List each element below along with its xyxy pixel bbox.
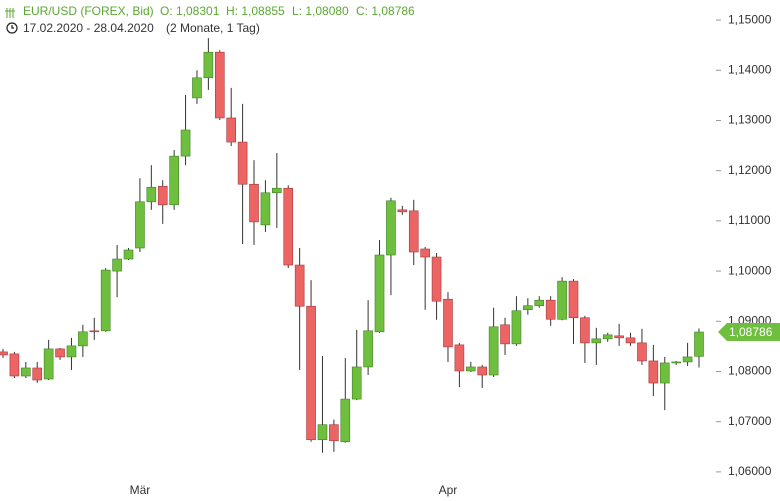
candle-body [443,298,453,348]
candle-body [226,117,236,143]
y-tick-label: 1,11000 [728,213,771,227]
y-tick-label: 1,10000 [728,263,772,277]
candle-body [386,200,396,256]
candle-body [89,330,100,333]
candle-body [511,310,522,345]
candle-body [283,187,294,266]
candle-body [317,424,328,441]
ohlc-label: L: 1,08080 [292,4,349,18]
candle-body [625,337,636,344]
y-tick-label: 1,12000 [728,163,772,177]
candle-body [146,186,157,203]
y-tick-label: 1,13000 [728,113,772,127]
y-tick-label: 1,08000 [728,364,772,378]
candle-body [260,192,271,226]
candle-body [682,356,693,363]
candle-body [100,269,111,332]
x-tick-label: Mär [130,483,151,497]
candle-body [420,248,430,258]
candle-body [648,360,659,384]
candle-body [659,362,670,384]
period: (2 Monate, 1 Tag) [166,21,260,35]
candle-body [272,187,282,194]
symbol-icon [5,8,15,18]
candle-body [169,155,179,206]
candle-body [66,345,77,358]
candle-body [340,398,351,443]
candle-body [306,305,316,441]
candle-body [237,141,248,185]
candle-body [249,183,259,223]
candle-body [351,366,362,400]
candle-body [534,299,545,307]
ohlc-label: O: 1,08301 [160,4,220,18]
y-tick-label: 1,07000 [728,414,772,428]
candle-body [112,258,122,272]
last-price-marker [718,323,780,342]
candle-body [568,280,579,319]
candle-body [545,299,556,320]
candle-body [374,254,385,333]
candle-body [0,351,8,356]
ohlc-label: C: 1,08786 [356,4,415,18]
last-price-label: 1,08786 [729,325,773,339]
candle-body [363,330,373,368]
y-tick-label: 1,06000 [728,464,772,478]
candle-body [21,367,31,377]
candle-body [523,305,533,311]
candle-body [180,129,191,157]
candle-body [397,209,408,213]
candle-body [602,334,613,340]
candle-body [214,51,225,119]
candle-body [294,264,305,307]
candle-body [671,361,681,364]
candle-body [43,348,54,380]
candle-body [614,335,624,339]
candle-body [78,331,88,347]
candle-body [488,326,499,376]
candle-body [203,51,214,79]
y-tick-label: 1,14000 [728,62,772,76]
candle-body [9,353,20,377]
candle-body [32,367,43,381]
candle-body [500,324,510,345]
candle-body [408,210,419,253]
candle-body [477,366,488,376]
candle-body [591,338,602,344]
clock-icon [6,22,18,34]
candle-body [123,249,134,260]
candle-body [135,201,145,249]
candle-body [454,344,465,372]
candle-body [329,424,339,442]
candle-body [157,185,168,206]
candle-body [694,331,704,357]
candle-body [55,348,65,358]
y-tick-label: 1,15000 [728,12,772,26]
candle-body [192,77,202,99]
ohlc-label: H: 1,08855 [226,4,285,18]
chart-title: EUR/USD (FOREX, Bid) [23,4,154,18]
date-range: 17.02.2020 - 28.04.2020 [23,21,154,35]
x-tick-label: Apr [439,483,458,497]
candle-body [580,317,590,344]
candle-body [637,342,647,362]
candle-body [466,366,476,372]
candle-body [431,256,442,302]
candle-body [557,280,567,320]
